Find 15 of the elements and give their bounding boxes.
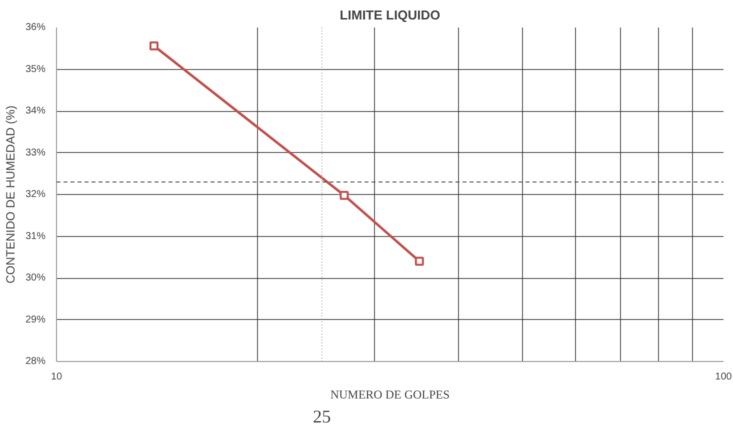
y-tick-label: 28% [25,356,46,367]
y-tick-label: 35% [25,64,46,75]
x-axis-title: NUMERO DE GOLPES [330,388,450,402]
ref-line-label: 25 [312,406,331,425]
y-tick-label: 33% [25,147,46,158]
y-tick-label: 36% [25,22,46,33]
y-tick-label: 34% [25,106,46,116]
y-tick-label: 30% [25,272,46,284]
y-axis-title: CONTENIDO DE HUMEDAD (%) [3,105,18,284]
y-tick-label: 31% [25,230,46,242]
y-tick-label: 32% [25,189,46,200]
x-tick-label: 100 [715,372,732,382]
y-tick-label: 29% [25,314,46,326]
chart-title: LIMITE LIQUIDO [340,8,440,22]
x-tick-label: 10 [50,372,62,382]
